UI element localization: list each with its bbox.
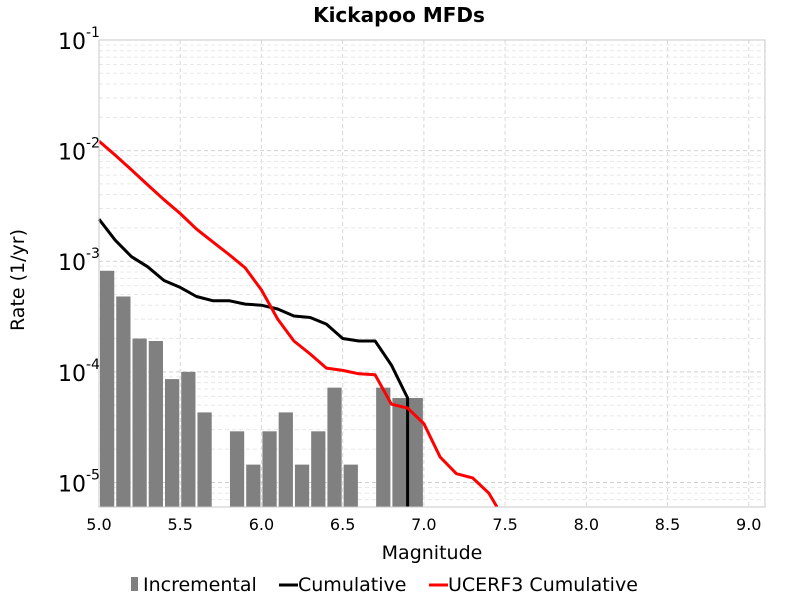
series-line-cumulative (97, 218, 410, 507)
legend-label-incremental: Incremental (143, 574, 257, 596)
x-tick-label: 7.0 (411, 515, 436, 534)
bar-incremental (408, 398, 423, 507)
bar-incremental (229, 431, 245, 507)
legend-item-incremental: Incremental (131, 574, 257, 596)
x-tick-labels: 5.0 5.5 6.0 6.5 7.0 7.5 8.0 8.5 9.0 (86, 515, 761, 534)
bar-incremental (376, 387, 391, 507)
legend: Incremental Cumulative UCERF3 Cumulative (131, 574, 638, 596)
series-line-ucerf3-cumulative (98, 139, 499, 508)
x-tick-label: 8.0 (574, 515, 599, 534)
bar-incremental (181, 371, 196, 507)
y-tick-label: 10-3 (58, 246, 100, 276)
chart-title: Kickapoo MFDs (313, 3, 485, 27)
bar-incremental (246, 464, 261, 507)
x-tick-label: 6.0 (249, 515, 274, 534)
bar-incremental (100, 270, 115, 507)
bar-incremental (148, 341, 163, 507)
y-axis-label: Rate (1/yr) (7, 229, 29, 331)
x-axis-label: Magnitude (382, 542, 483, 564)
y-tick-label: 10-2 (58, 136, 100, 166)
legend-label-cumulative: Cumulative (298, 574, 406, 596)
x-tick-label: 7.5 (492, 515, 517, 534)
bar-incremental (294, 464, 310, 507)
y-tick-label: 10-5 (58, 467, 100, 497)
bar-incremental (278, 412, 293, 507)
x-tick-label: 6.5 (330, 515, 355, 534)
y-tick-label: 10-1 (58, 25, 100, 55)
plot-frame (98, 39, 766, 508)
x-tick-label: 5.0 (86, 515, 111, 534)
y-tick-label: 10-4 (58, 357, 100, 387)
bar-incremental (164, 379, 180, 507)
legend-item-cumulative: Cumulative (279, 574, 406, 596)
legend-label-ucerf3-cumulative: UCERF3 Cumulative (448, 574, 638, 596)
legend-item-ucerf3-cumulative: UCERF3 Cumulative (429, 574, 638, 596)
lines (97, 139, 499, 508)
bars (100, 270, 423, 507)
bar-incremental (392, 398, 407, 507)
bar-incremental (197, 412, 212, 507)
x-tick-label: 8.5 (655, 515, 680, 534)
bar-incremental (262, 431, 277, 507)
grid (98, 39, 765, 508)
bar-incremental (311, 431, 326, 507)
bar-incremental (327, 387, 342, 507)
x-tick-label: 9.0 (736, 515, 761, 534)
x-tick-label: 5.5 (167, 515, 192, 534)
y-tick-labels: 10-5 10-4 10-3 10-2 10-1 (58, 25, 100, 497)
bar-incremental (116, 296, 131, 507)
legend-swatch-incremental (131, 577, 138, 591)
bar-incremental (132, 338, 147, 507)
bar-incremental (343, 464, 358, 507)
